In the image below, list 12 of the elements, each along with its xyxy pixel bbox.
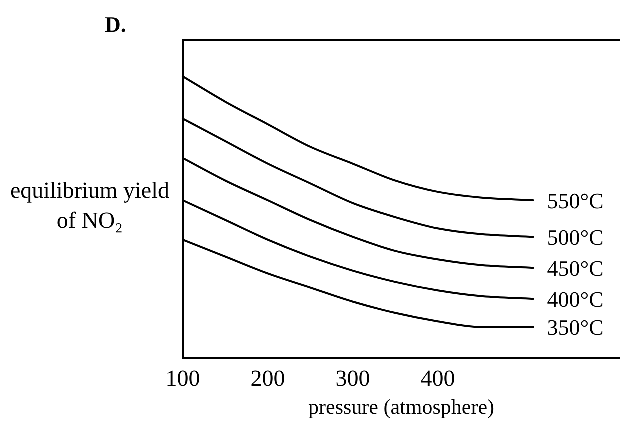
x-tick-label: 100 [166, 366, 200, 392]
x-tick-label: 200 [250, 366, 286, 392]
series-label: 550°C [547, 188, 604, 214]
x-axis-title: pressure (atmosphere) [308, 394, 495, 419]
series-label: 350°C [547, 315, 604, 340]
series-label: 500°C [547, 224, 604, 250]
y-axis-title: equilibrium yield of NO₂ [9, 177, 171, 235]
series-label: 400°C [547, 286, 604, 312]
x-tick-label: 300 [336, 366, 370, 392]
x-tick-label: 400 [420, 366, 456, 392]
chart-title: D. [105, 12, 126, 37]
series-label: 450°C [547, 256, 604, 281]
